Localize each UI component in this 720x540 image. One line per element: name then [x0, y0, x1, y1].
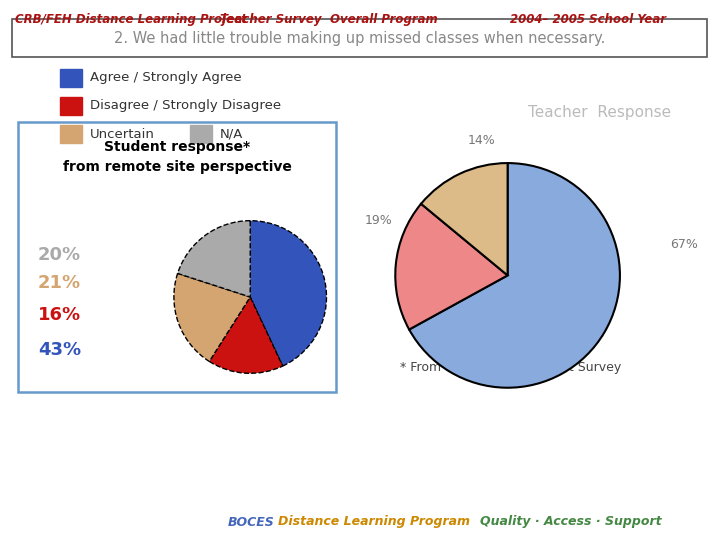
- Text: from remote site perspective: from remote site perspective: [63, 160, 292, 174]
- Text: Distance Learning Program: Distance Learning Program: [278, 516, 470, 529]
- Text: Quality · Access · Support: Quality · Access · Support: [480, 516, 662, 529]
- Text: Uncertain: Uncertain: [90, 127, 155, 140]
- Wedge shape: [409, 163, 620, 388]
- Text: BOCES: BOCES: [228, 516, 275, 529]
- Wedge shape: [421, 163, 508, 275]
- Wedge shape: [210, 297, 283, 373]
- Text: 21%: 21%: [38, 274, 81, 292]
- Wedge shape: [174, 273, 251, 361]
- Wedge shape: [250, 221, 326, 366]
- Text: 67%: 67%: [670, 239, 698, 252]
- Wedge shape: [178, 221, 251, 297]
- Text: 43%: 43%: [38, 341, 81, 359]
- Wedge shape: [395, 204, 508, 329]
- Text: Overall Program: Overall Program: [330, 13, 438, 26]
- Text: Teacher Survey: Teacher Survey: [220, 13, 322, 26]
- Text: Student response*: Student response*: [104, 140, 250, 154]
- Text: 14%: 14%: [468, 133, 496, 146]
- Text: 2004– 2005 School Year: 2004– 2005 School Year: [510, 13, 666, 26]
- Text: 20%: 20%: [38, 246, 81, 264]
- Bar: [190, 125, 212, 143]
- Text: 16%: 16%: [38, 306, 81, 324]
- Bar: [60, 97, 82, 115]
- Text: 2. We had little trouble making up missed classes when necessary.: 2. We had little trouble making up misse…: [114, 30, 606, 45]
- Text: Teacher  Response: Teacher Response: [528, 105, 672, 119]
- Bar: [60, 125, 82, 143]
- Bar: [60, 69, 82, 87]
- Bar: [18, 122, 336, 392]
- Text: Disagree / Strongly Disagree: Disagree / Strongly Disagree: [90, 99, 281, 112]
- Text: * From CRB/FEH DL Student Survey: * From CRB/FEH DL Student Survey: [400, 361, 621, 375]
- Text: CRB/FEH Distance Learning Project: CRB/FEH Distance Learning Project: [15, 13, 247, 26]
- Text: Agree / Strongly Agree: Agree / Strongly Agree: [90, 71, 242, 84]
- Bar: [12, 19, 707, 57]
- Text: N/A: N/A: [220, 127, 243, 140]
- Text: 19%: 19%: [364, 213, 392, 226]
